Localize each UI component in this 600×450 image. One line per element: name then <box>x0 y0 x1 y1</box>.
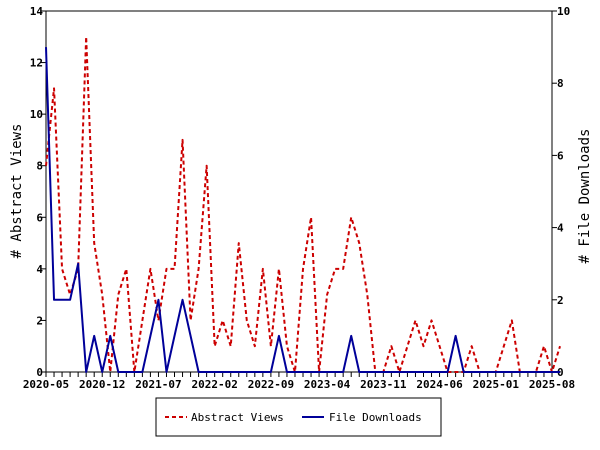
right-tick-label-2: 4 <box>557 222 564 235</box>
series-line-abstract-views <box>45 35 561 373</box>
left-tick-label-5: 10 <box>30 108 43 121</box>
x-tick-label-9: 2025-08 <box>529 378 575 391</box>
right-tick-label-5: 10 <box>557 5 570 18</box>
left-tick-label-0: 0 <box>36 366 43 379</box>
right-tick-label-3: 6 <box>557 149 564 162</box>
x-tick-label-8: 2025-01 <box>473 378 520 391</box>
right-axis: 0 2 4 6 8 10 <box>552 5 570 379</box>
series-line-file-downloads <box>45 47 561 373</box>
x-tick-label-6: 2023-11 <box>360 378 407 391</box>
legend-label-abstract-views: Abstract Views <box>191 411 284 424</box>
x-tick-label-5: 2023-04 <box>304 378 351 391</box>
x-tick-label-7: 2024-06 <box>416 378 463 391</box>
x-axis: 2020-05 2020-12 2021-07 2022-02 2022-09 2023-… <box>23 372 575 391</box>
left-tick-label-3: 6 <box>36 211 43 224</box>
left-tick-label-6: 12 <box>30 57 43 70</box>
x-tick-label-2: 2021-07 <box>135 378 181 391</box>
x-tick-label-4: 2022-09 <box>248 378 294 391</box>
left-axis-title: # Abstract Views <box>9 124 25 259</box>
left-tick-label-4: 8 <box>36 160 43 173</box>
legend-box <box>155 397 442 437</box>
left-tick-label-1: 2 <box>36 314 43 327</box>
x-tick-label-3: 2022-02 <box>191 378 237 391</box>
right-tick-label-0: 0 <box>557 366 564 379</box>
left-tick-label-7: 14 <box>30 5 44 18</box>
right-axis-title: # File Downloads <box>577 129 593 264</box>
series-layer <box>45 35 561 373</box>
left-tick-label-2: 4 <box>36 263 43 276</box>
right-tick-label-1: 2 <box>557 294 564 307</box>
legend-label-file-downloads: File Downloads <box>329 411 422 424</box>
right-tick-label-4: 8 <box>557 77 564 90</box>
left-axis: 0 2 4 6 8 10 12 14 <box>30 5 46 379</box>
x-tick-label-0: 2020-05 <box>23 378 69 391</box>
legend: Abstract Views File Downloads <box>155 397 442 437</box>
x-tick-label-1: 2020-12 <box>79 378 125 391</box>
